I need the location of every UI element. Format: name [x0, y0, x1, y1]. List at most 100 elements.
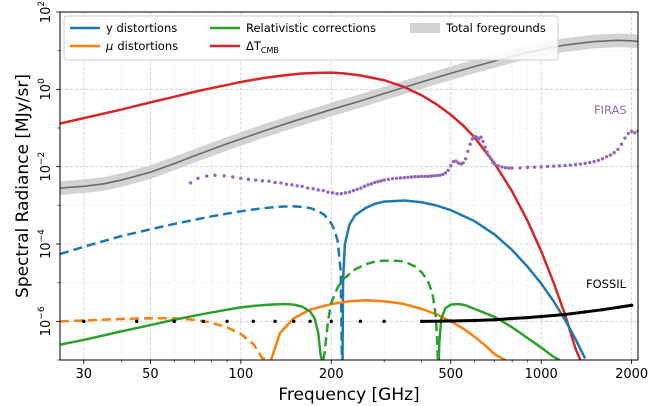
relativistic-corrections-dashed-segment: [321, 259, 440, 360]
firas-point: [347, 190, 352, 194]
plot-frame: [59, 11, 639, 361]
firas-point: [343, 191, 348, 195]
x-tick-label: 200: [319, 367, 344, 382]
firas-point: [587, 160, 592, 165]
firas-point: [246, 177, 251, 182]
firas-point: [279, 181, 283, 185]
firas-point: [626, 131, 631, 136]
firas-point: [503, 166, 508, 170]
firas-point: [466, 149, 470, 153]
y-tick-label: 10−4: [37, 229, 54, 259]
firas-point: [496, 164, 501, 168]
fossil-point: [225, 319, 229, 324]
series-layer: [60, 33, 638, 360]
fossil-point: [292, 319, 296, 324]
firas-point: [487, 154, 491, 158]
legend-label-relativistic: Relativistic corrections: [246, 21, 376, 35]
firas-point: [423, 174, 427, 179]
firas-point: [485, 150, 489, 154]
firas-point: [479, 135, 483, 139]
firas-point: [435, 173, 439, 178]
y-axis-title: Spectral Radiance [MJy/sr]: [13, 74, 33, 298]
firas-point: [489, 157, 493, 161]
firas-point: [205, 174, 209, 178]
firas-point: [446, 168, 450, 173]
firas-point: [355, 187, 359, 191]
firas-point: [600, 157, 605, 161]
firas-point: [604, 155, 609, 159]
firas-point: [596, 158, 601, 163]
firas-point: [311, 186, 315, 191]
firas-point: [290, 183, 294, 187]
relativistic-corrections-solid-segment: [60, 302, 324, 360]
delta-t-cmb-line: [60, 71, 582, 360]
y-tick-label: 10−2: [37, 152, 54, 182]
firas-point: [532, 165, 537, 169]
firas-point: [386, 177, 391, 182]
firas-point: [406, 175, 410, 180]
legend-label-foregrounds: Total foregrounds: [445, 21, 546, 35]
firas-point: [419, 174, 424, 179]
foregrounds-band: [60, 33, 638, 195]
firas-point: [463, 157, 468, 161]
fossil-point: [82, 319, 86, 324]
firas-point: [629, 129, 634, 134]
distortions-solid-segment: [269, 299, 506, 360]
firas-point: [379, 179, 383, 183]
legend-label-delta-t-sub: CMB: [261, 46, 279, 55]
legend-label-delta-t: ΔTCMB: [246, 39, 279, 55]
firas-point: [568, 163, 573, 167]
y-tick-label: 10−6: [37, 306, 54, 336]
firas-point: [326, 190, 330, 194]
firas-point: [300, 184, 304, 189]
firas-point: [583, 161, 587, 166]
firas-point: [339, 191, 343, 196]
firas-point: [525, 165, 530, 170]
y-distortions-solid-segment: [341, 199, 587, 360]
relativistic-corrections-solid-segment: [437, 302, 561, 360]
firas-point: [295, 184, 299, 188]
legend-item-foregrounds: Total foregrounds: [410, 21, 546, 35]
x-tick-label: 1000: [525, 367, 558, 382]
firas-point: [222, 174, 226, 178]
firas-point: [409, 175, 414, 179]
firas-point: [369, 182, 374, 186]
firas-point: [390, 176, 395, 181]
firas-point: [213, 173, 217, 177]
firas-point: [563, 163, 567, 168]
firas-point: [619, 142, 624, 146]
firas-point: [454, 159, 458, 163]
firas-point: [623, 136, 627, 140]
fossil-point: [201, 319, 206, 324]
firas-point: [551, 164, 556, 168]
firas-point: [382, 178, 386, 182]
firas-point: [306, 186, 310, 190]
fossil-point: [382, 319, 386, 324]
firas-point: [573, 162, 578, 167]
x-tick-label: 50: [142, 367, 159, 382]
firas-point: [500, 165, 504, 169]
firas-point: [578, 162, 583, 166]
legend-item-mu-distortions: μ distortions: [70, 39, 178, 53]
firas-point: [518, 166, 522, 170]
firas-point: [398, 176, 403, 180]
firas-point: [470, 137, 475, 141]
firas-point: [273, 180, 277, 185]
legend-label-mu-text: distortions: [117, 39, 178, 53]
firas-point: [402, 175, 406, 180]
legend-label-y-distortions: y distortions: [106, 21, 177, 35]
legend-label-mu-distortions: μ distortions: [105, 39, 178, 53]
firas-point: [429, 174, 433, 178]
y-distortions-dashed-segment: [60, 205, 344, 360]
firas-point: [443, 171, 448, 175]
firas-point: [372, 180, 377, 185]
firas-point: [492, 162, 497, 167]
firas-point: [267, 179, 271, 183]
x-axis-title: Frequency [GHz]: [278, 385, 419, 405]
legend-label-mu-symbol: μ: [105, 39, 113, 53]
legend-swatch-foregrounds: [410, 23, 440, 33]
firas-point: [335, 191, 339, 196]
firas-point: [253, 178, 258, 182]
firas-point: [510, 166, 514, 170]
